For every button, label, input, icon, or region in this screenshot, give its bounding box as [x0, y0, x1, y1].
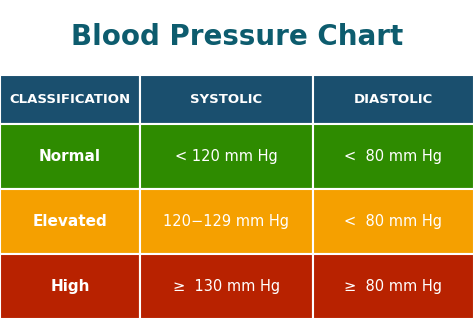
Text: CLASSIFICATION: CLASSIFICATION: [9, 93, 130, 106]
Bar: [140, 254, 313, 319]
Text: ≥  80 mm Hg: ≥ 80 mm Hg: [345, 279, 442, 294]
Bar: [313, 189, 474, 254]
Bar: [0, 254, 140, 319]
Bar: [0, 124, 140, 189]
Text: High: High: [50, 279, 90, 294]
Text: < 120 mm Hg: < 120 mm Hg: [175, 149, 278, 164]
Text: Elevated: Elevated: [33, 214, 107, 229]
Bar: [0, 189, 140, 254]
Bar: [140, 189, 313, 254]
Text: <  80 mm Hg: < 80 mm Hg: [345, 149, 442, 164]
Text: Blood Pressure Chart: Blood Pressure Chart: [71, 24, 403, 51]
Text: SYSTOLIC: SYSTOLIC: [190, 93, 263, 106]
Bar: [0, 0, 474, 75]
Bar: [140, 75, 313, 124]
Text: Normal: Normal: [39, 149, 101, 164]
Bar: [313, 124, 474, 189]
Text: 120−129 mm Hg: 120−129 mm Hg: [164, 214, 289, 229]
Bar: [313, 254, 474, 319]
Text: <  80 mm Hg: < 80 mm Hg: [345, 214, 442, 229]
Bar: [140, 124, 313, 189]
Text: DIASTOLIC: DIASTOLIC: [354, 93, 433, 106]
Text: ≥  130 mm Hg: ≥ 130 mm Hg: [173, 279, 280, 294]
Bar: [0, 75, 140, 124]
Bar: [313, 75, 474, 124]
